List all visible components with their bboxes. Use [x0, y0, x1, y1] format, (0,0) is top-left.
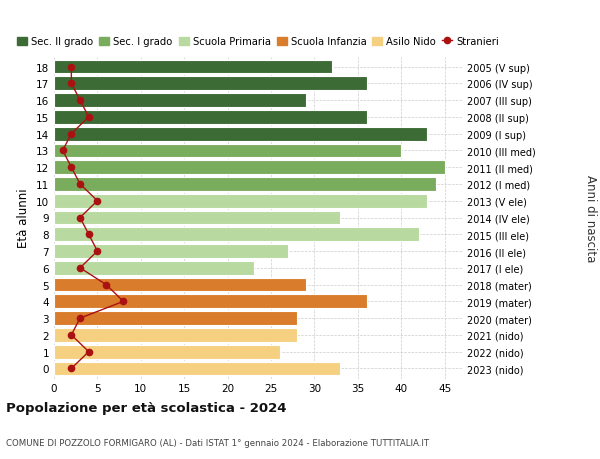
Text: Popolazione per età scolastica - 2024: Popolazione per età scolastica - 2024 — [6, 401, 287, 414]
Bar — [54, 128, 427, 141]
Bar — [54, 144, 401, 158]
Text: Anni di nascita: Anni di nascita — [584, 174, 597, 262]
Bar — [54, 345, 280, 359]
Bar — [54, 211, 340, 225]
Bar — [54, 178, 436, 191]
Bar — [54, 245, 289, 258]
Bar — [54, 295, 367, 308]
Bar — [54, 312, 297, 325]
Bar — [54, 161, 445, 175]
Bar — [54, 195, 427, 208]
Y-axis label: Età alunni: Età alunni — [17, 188, 31, 248]
Text: COMUNE DI POZZOLO FORMIGARO (AL) - Dati ISTAT 1° gennaio 2024 - Elaborazione TUT: COMUNE DI POZZOLO FORMIGARO (AL) - Dati … — [6, 438, 429, 447]
Bar — [54, 261, 254, 275]
Bar — [54, 362, 340, 375]
Bar — [54, 228, 419, 241]
Bar — [54, 61, 332, 74]
Bar — [54, 94, 306, 108]
Bar — [54, 111, 367, 124]
Legend: Sec. II grado, Sec. I grado, Scuola Primaria, Scuola Infanzia, Asilo Nido, Stran: Sec. II grado, Sec. I grado, Scuola Prim… — [15, 35, 501, 49]
Bar — [54, 278, 306, 292]
Bar — [54, 328, 297, 342]
Bar — [54, 77, 367, 91]
